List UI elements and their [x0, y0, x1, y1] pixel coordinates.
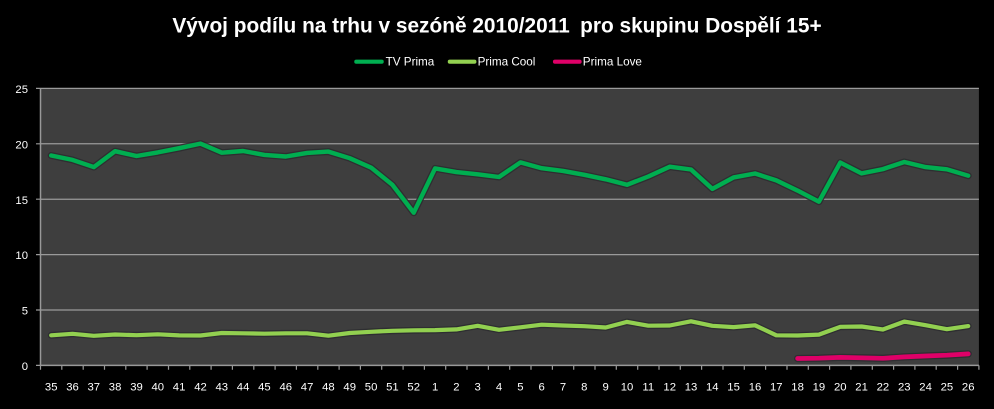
- svg-text:11: 11: [642, 382, 654, 394]
- svg-text:12: 12: [663, 382, 676, 394]
- svg-text:5: 5: [22, 306, 28, 318]
- svg-text:1: 1: [432, 382, 438, 394]
- svg-text:24: 24: [919, 382, 932, 394]
- svg-text:37: 37: [88, 382, 101, 394]
- svg-text:10: 10: [15, 250, 28, 262]
- svg-text:38: 38: [109, 382, 122, 394]
- svg-text:23: 23: [898, 382, 911, 394]
- svg-text:14: 14: [706, 382, 719, 394]
- svg-text:10: 10: [621, 382, 634, 394]
- svg-text:2: 2: [453, 382, 459, 394]
- svg-text:6: 6: [539, 382, 545, 394]
- svg-text:50: 50: [365, 382, 378, 394]
- svg-text:41: 41: [173, 382, 186, 394]
- svg-text:25: 25: [15, 84, 28, 96]
- svg-text:45: 45: [258, 382, 271, 394]
- svg-text:21: 21: [855, 382, 868, 394]
- svg-text:16: 16: [749, 382, 762, 394]
- svg-text:Prima Love: Prima Love: [583, 56, 642, 69]
- svg-text:TV Prima: TV Prima: [386, 56, 435, 69]
- svg-text:43: 43: [216, 382, 229, 394]
- svg-text:48: 48: [322, 382, 335, 394]
- svg-text:25: 25: [941, 382, 954, 394]
- svg-text:9: 9: [603, 382, 609, 394]
- svg-text:7: 7: [560, 382, 566, 394]
- svg-text:36: 36: [66, 382, 79, 394]
- svg-text:51: 51: [386, 382, 399, 394]
- svg-text:39: 39: [130, 382, 143, 394]
- svg-text:19: 19: [813, 382, 826, 394]
- svg-text:20: 20: [834, 382, 847, 394]
- svg-text:46: 46: [280, 382, 293, 394]
- svg-text:Vývoj podílu na trhu v sezóně: Vývoj podílu na trhu v sezóně 2010/2011 …: [172, 15, 821, 38]
- svg-text:26: 26: [962, 382, 975, 394]
- svg-text:49: 49: [343, 382, 356, 394]
- svg-text:18: 18: [791, 382, 804, 394]
- svg-text:42: 42: [194, 382, 207, 394]
- svg-text:15: 15: [15, 195, 28, 207]
- svg-text:20: 20: [15, 139, 28, 151]
- svg-text:35: 35: [45, 382, 58, 394]
- svg-text:52: 52: [407, 382, 420, 394]
- svg-text:47: 47: [301, 382, 314, 394]
- svg-text:8: 8: [581, 382, 587, 394]
- svg-text:5: 5: [517, 382, 523, 394]
- svg-text:Prima Cool: Prima Cool: [478, 56, 536, 69]
- svg-text:17: 17: [770, 382, 783, 394]
- svg-text:15: 15: [727, 382, 740, 394]
- svg-text:40: 40: [152, 382, 165, 394]
- svg-text:13: 13: [685, 382, 698, 394]
- svg-text:4: 4: [496, 382, 502, 394]
- svg-text:0: 0: [22, 361, 28, 373]
- svg-text:22: 22: [877, 382, 890, 394]
- svg-text:3: 3: [475, 382, 481, 394]
- svg-text:44: 44: [237, 382, 250, 394]
